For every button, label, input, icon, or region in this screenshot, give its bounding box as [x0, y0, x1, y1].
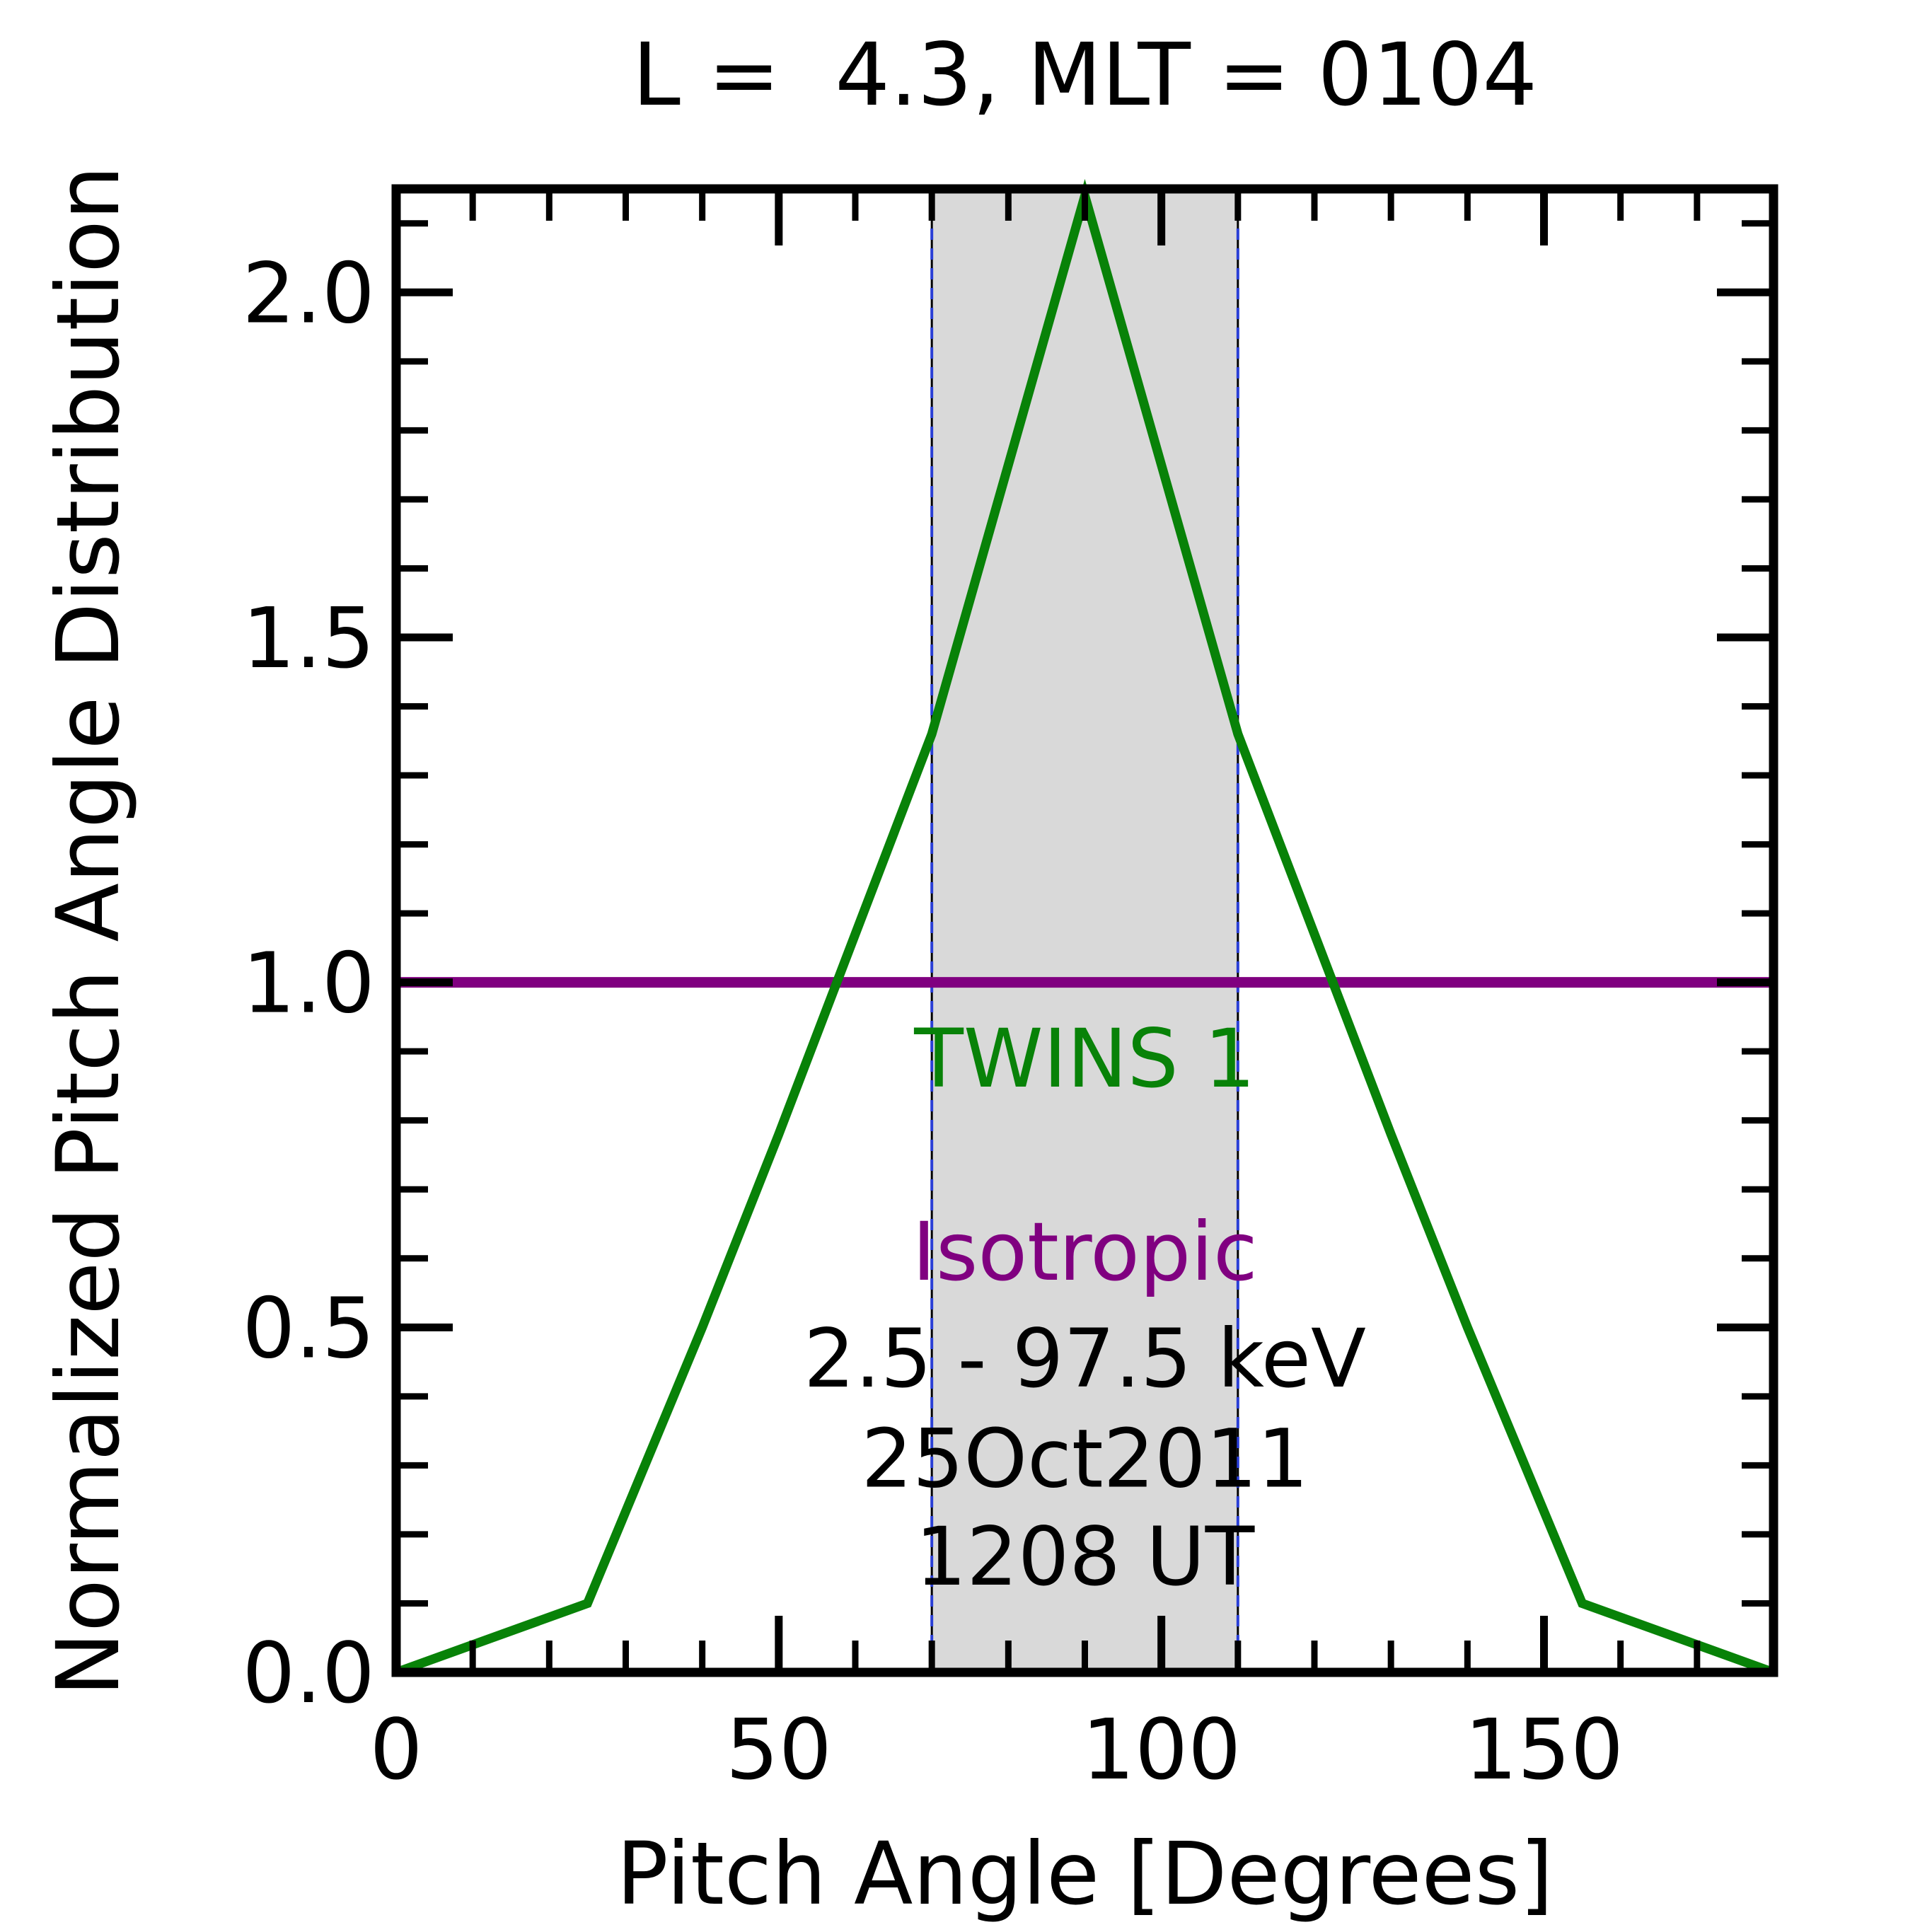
x-tick-label: 150 — [1464, 1701, 1624, 1798]
chart-title: L = 4.3, MLT = 0104 — [632, 25, 1538, 125]
x-tick-label: 0 — [369, 1701, 422, 1798]
plot-annotation: 1208 UT — [915, 1510, 1255, 1604]
y-tick-label: 0.5 — [242, 1279, 375, 1377]
x-tick-label: 100 — [1082, 1701, 1241, 1798]
plot-frame — [391, 184, 1778, 1677]
y-tick-label: 1.5 — [242, 589, 375, 687]
x-axis-label: Pitch Angle [Degrees] — [616, 1824, 1554, 1924]
y-tick-label: 2.0 — [242, 244, 375, 342]
plot-annotation: Isotropic — [912, 1205, 1257, 1299]
x-tick-label: 50 — [726, 1701, 832, 1798]
y-tick-label: 1.0 — [242, 935, 375, 1032]
plot-annotation: 2.5 - 97.5 keV — [804, 1312, 1366, 1406]
y-axis-label: Normalized Pitch Angle Distribution — [38, 165, 139, 1697]
shaded-band — [932, 189, 1238, 1672]
y-tick-label: 0.0 — [242, 1624, 375, 1722]
plot-annotation: TWINS 1 — [913, 1012, 1255, 1106]
plot-annotation: 25Oct2011 — [861, 1412, 1308, 1506]
